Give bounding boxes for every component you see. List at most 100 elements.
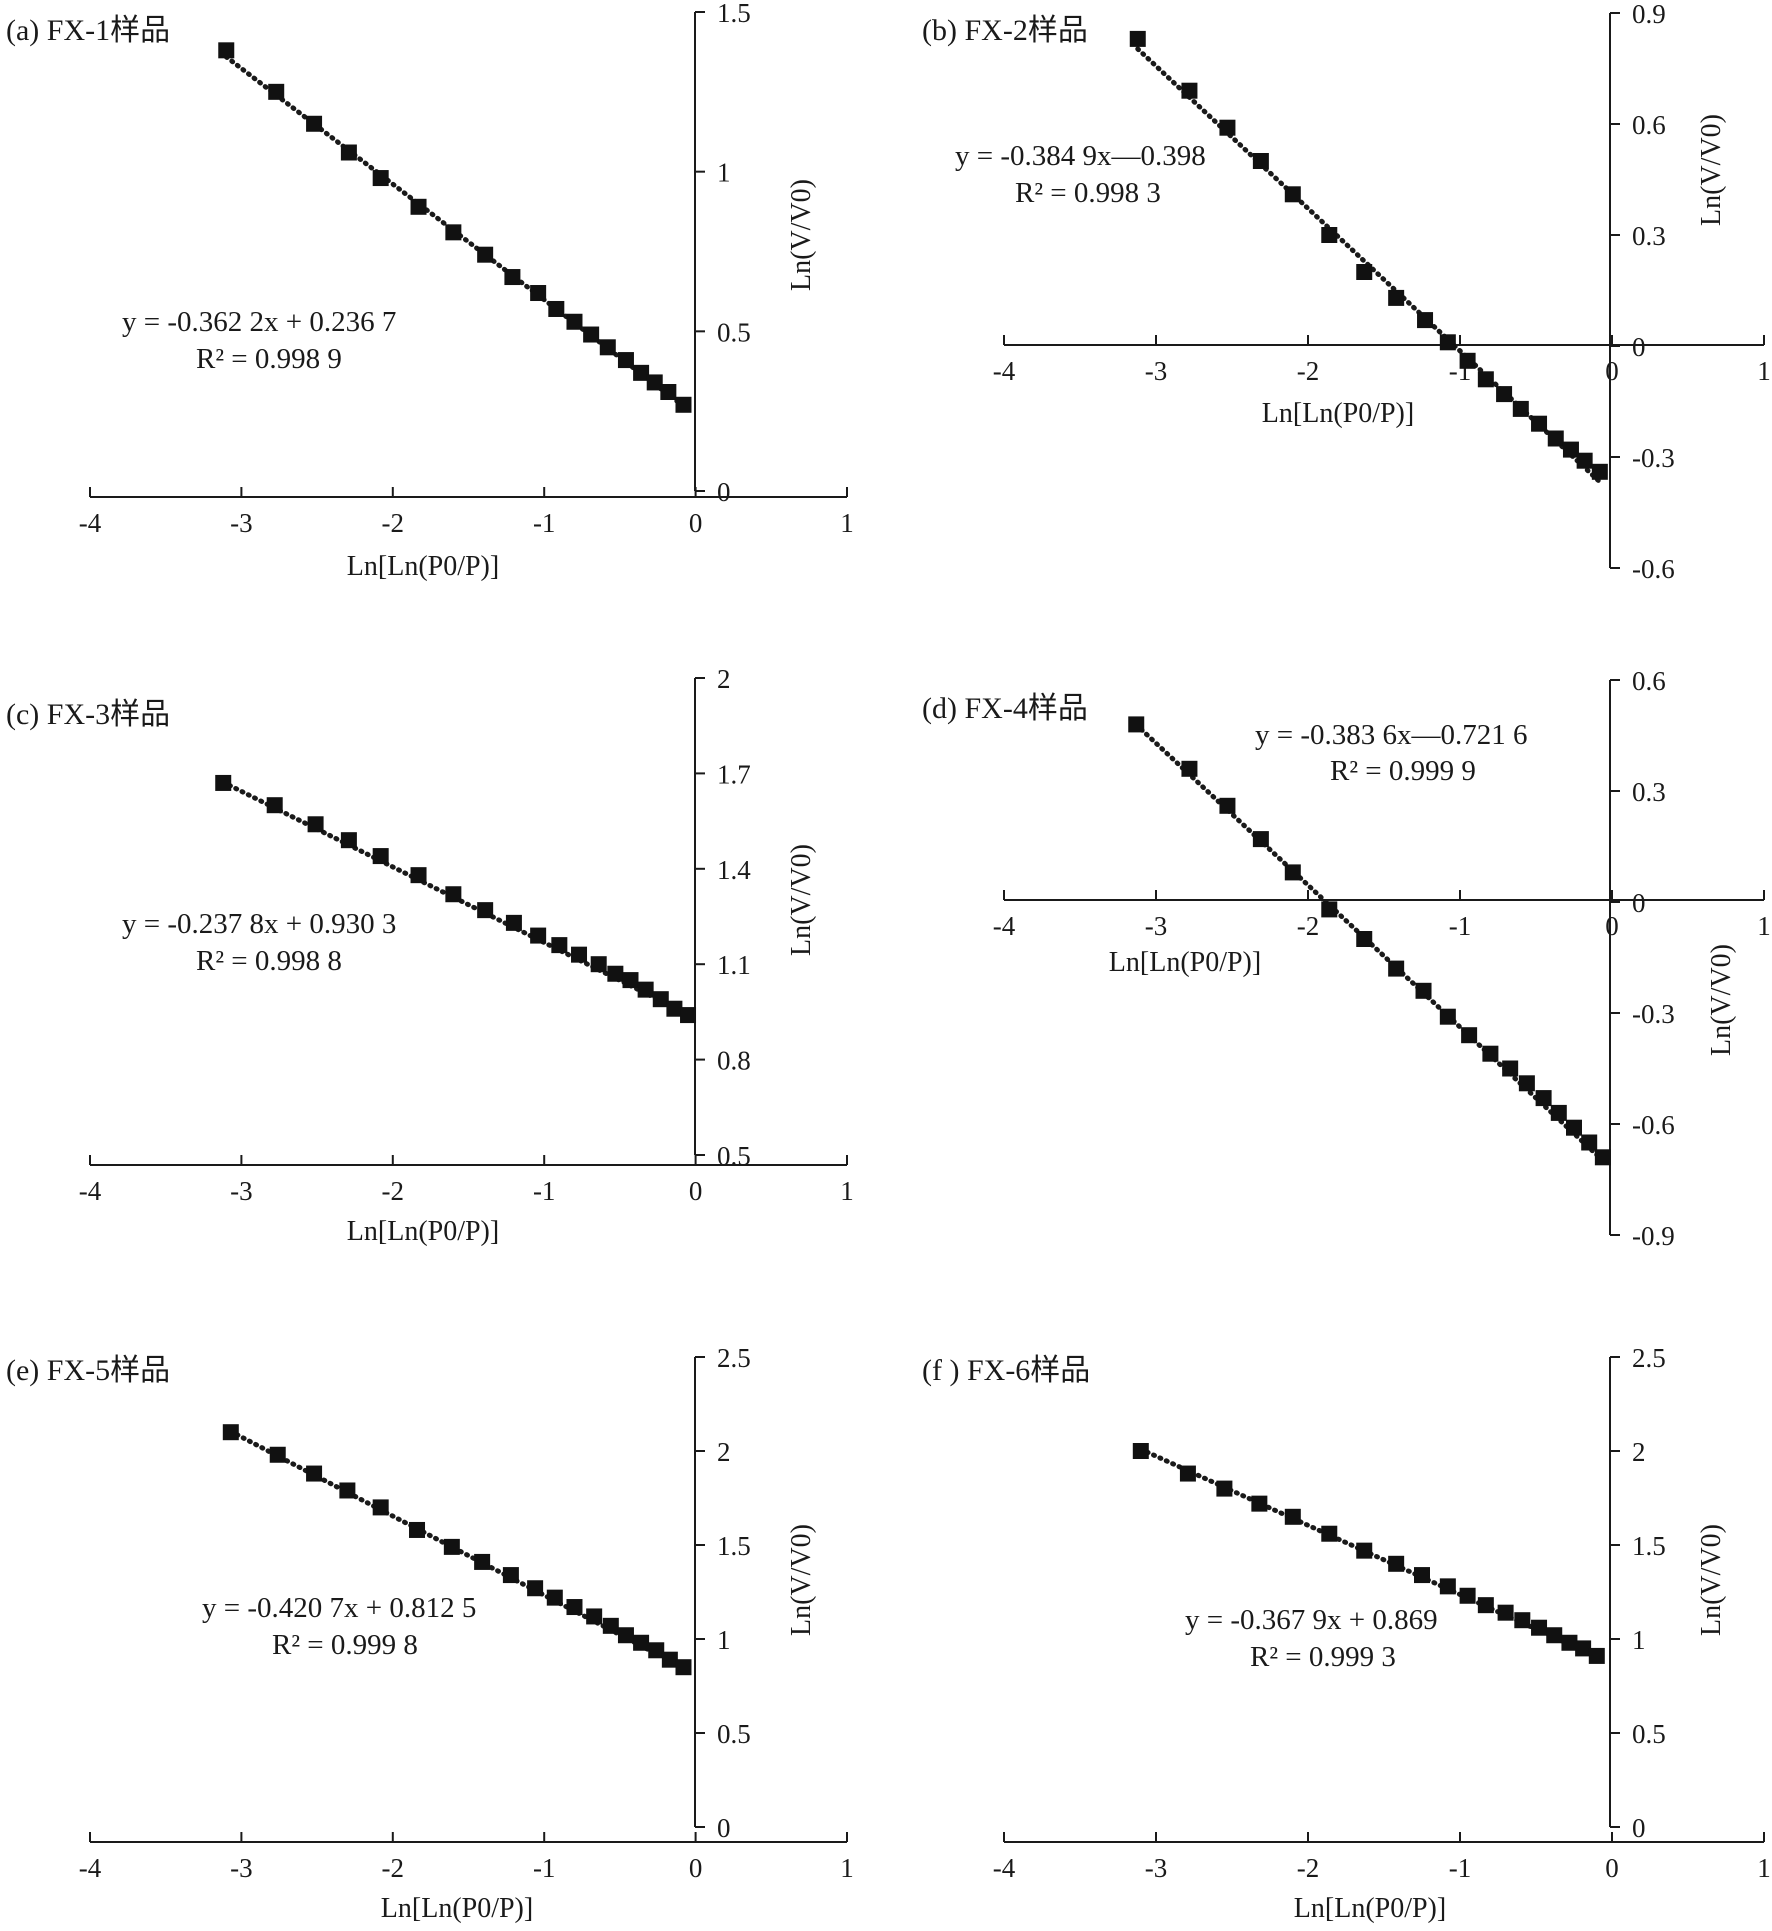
data-point (409, 1521, 426, 1538)
data-point (617, 352, 634, 369)
data-point (633, 1634, 650, 1651)
x-tick-label: -4 (79, 508, 102, 538)
y-tick-label: 0.5 (717, 1141, 751, 1171)
data-point (1284, 864, 1301, 881)
chart-panel-5: -4 -3 -2 -1 0 1 0 0.5 1 1.5 2 2.5 (e) FX-5样品 y = -0.4… (6, 1343, 854, 1924)
data-point (1219, 797, 1236, 814)
x-tick-label: -4 (993, 911, 1016, 941)
data-point (1502, 1060, 1519, 1077)
x-tick-label: -2 (382, 508, 405, 538)
data-point (586, 1608, 603, 1625)
x-tick-label: 0 (1605, 356, 1619, 386)
y-tick-label: 1.5 (717, 0, 751, 28)
y-tick-label: 1 (1632, 1625, 1646, 1655)
y-tick-label: 0 (717, 477, 731, 507)
data-point (269, 1446, 286, 1463)
fit-equation: y = -0.367 9x + 0.869 (1185, 1604, 1438, 1636)
data-point (1132, 1443, 1149, 1459)
data-point (1477, 1597, 1494, 1614)
data-point (1514, 1612, 1531, 1629)
data-point (1482, 1045, 1499, 1062)
data-point (583, 326, 600, 343)
y-tick-label: 0 (1632, 1813, 1646, 1843)
data-point (1356, 264, 1373, 280)
data-point (1588, 1647, 1605, 1664)
data-point (1496, 386, 1513, 403)
data-point (410, 198, 427, 215)
y-tick-label: -0.3 (1632, 443, 1675, 473)
fit-equation: y = -0.384 9x—0.398 (955, 140, 1206, 172)
panel-title: (f ) FX-6样品 (922, 1354, 1090, 1387)
data-point (445, 224, 462, 241)
fit-r-squared: R² = 0.998 9 (196, 343, 342, 375)
y-tick-label: 0.3 (1632, 777, 1666, 807)
data-point (599, 339, 616, 356)
x-tick-label: 1 (1757, 911, 1771, 941)
data-point (530, 927, 547, 944)
x-tick-label: -1 (533, 1176, 556, 1206)
data-point (1356, 931, 1373, 947)
data-point (1561, 1634, 1578, 1651)
x-tick-label: -3 (1145, 911, 1168, 941)
data-point (443, 1538, 460, 1555)
y-tick-label: 1.5 (1632, 1531, 1666, 1561)
data-point (660, 384, 677, 401)
chart-panel-1: -4 -3 -2 -1 0 1 0 0.5 1 1.5 (a) FX-1样品 y = -0.362 2… (6, 0, 854, 582)
data-point (652, 991, 669, 1008)
data-point (1251, 1495, 1268, 1512)
x-tick-label: -2 (382, 1176, 405, 1206)
data-point (648, 1642, 665, 1659)
data-point (546, 1589, 563, 1606)
y-tick-label: 1 (717, 1625, 731, 1655)
data-point (1461, 1027, 1478, 1044)
data-point (1459, 1587, 1476, 1604)
y-tick-label: -0.9 (1632, 1221, 1675, 1251)
y-tick-label: 0.5 (717, 1719, 751, 1749)
data-point (1576, 452, 1593, 469)
y-tick-label: 2.5 (717, 1343, 751, 1373)
x-axis-title: Ln[Ln(P0/P)] (347, 1216, 499, 1247)
fit-equation: y = -0.383 6x—0.721 6 (1255, 719, 1528, 751)
data-point (666, 1000, 683, 1017)
y-tick-label: 0 (1632, 332, 1646, 362)
y-tick-label: 0 (717, 1813, 731, 1843)
x-tick-label: 0 (689, 1176, 703, 1206)
x-tick-label: -1 (533, 508, 556, 538)
x-axis-title: Ln[Ln(P0/P)] (1109, 947, 1261, 978)
x-axis-title: Ln[Ln(P0/P)] (1294, 1893, 1446, 1924)
data-point (1439, 334, 1456, 351)
fit-equation: y = -0.237 8x + 0.930 3 (122, 908, 396, 940)
data-point (1252, 153, 1269, 169)
data-point (268, 83, 285, 100)
panel-title: (a) FX-1样品 (6, 14, 170, 47)
x-tick-label: -4 (993, 1853, 1016, 1883)
data-point (1216, 1480, 1233, 1497)
data-point (445, 886, 462, 903)
fit-r-squared: R² = 0.998 8 (196, 945, 342, 977)
data-point (1575, 1640, 1592, 1657)
y-tick-label: 2 (717, 1437, 731, 1467)
y-axis-title: Ln(V/V0) (1706, 944, 1737, 1056)
y-tick-label: 2 (1632, 1437, 1646, 1467)
y-tick-label: 1.4 (717, 855, 751, 885)
data-point (306, 1465, 323, 1482)
data-point (340, 832, 357, 849)
y-tick-label: 0.6 (1632, 110, 1666, 140)
data-point (530, 285, 547, 302)
y-axis-title: Ln(V/V0) (1696, 114, 1727, 226)
data-point (266, 797, 283, 814)
y-axis-title: Ln(V/V0) (786, 1524, 817, 1636)
data-point (1321, 901, 1338, 918)
data-point (1497, 1604, 1514, 1621)
data-point (1439, 1008, 1456, 1025)
data-point (1388, 289, 1405, 306)
x-tick-label: -4 (993, 356, 1016, 386)
panel-title: (d) FX-4样品 (922, 692, 1088, 725)
data-point (1535, 1090, 1552, 1107)
y-tick-label: -0.6 (1632, 554, 1675, 584)
y-tick-label: 0.5 (1632, 1719, 1666, 1749)
data-point (1566, 1119, 1582, 1136)
data-point (339, 1482, 356, 1499)
data-point (477, 902, 494, 919)
